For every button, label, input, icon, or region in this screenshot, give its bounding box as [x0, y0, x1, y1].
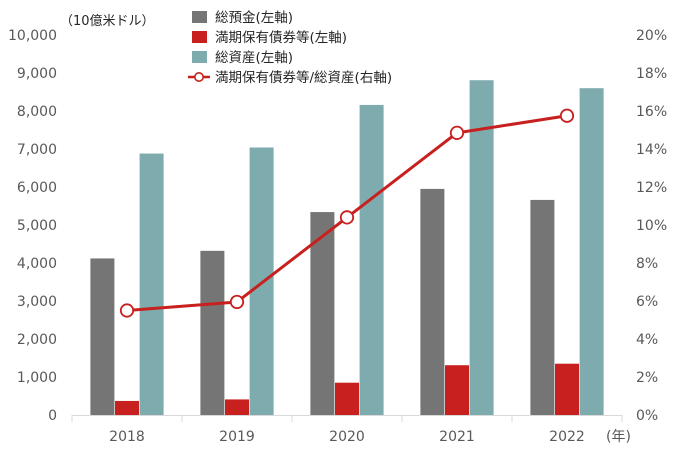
legend-swatch: [192, 11, 207, 23]
bar: [225, 399, 249, 415]
left-axis-unit-label: （10億米ドル）: [60, 13, 155, 29]
right-axis-tick-label: 6%: [636, 294, 658, 310]
legend-label: 満期保有債券等/総資産(右軸): [215, 69, 392, 86]
bar: [90, 258, 115, 415]
x-axis-tick-label: 2020: [329, 429, 365, 445]
left-axis-tick-label: 9,000: [17, 66, 57, 82]
bar: [469, 80, 494, 415]
bar: [359, 104, 384, 416]
bar: [139, 153, 164, 415]
bar: [200, 250, 225, 415]
left-axis-tick-label: 6,000: [17, 180, 57, 196]
line-marker: [559, 108, 575, 123]
line-marker: [229, 294, 245, 310]
right-axis-tick-label: 4%: [636, 332, 658, 348]
right-axis-tick-label: 0%: [636, 408, 658, 424]
left-axis-tick-label: 2,000: [17, 332, 57, 348]
bar: [530, 199, 555, 415]
x-axis-tick-label: 2021: [439, 429, 475, 445]
right-axis-tick-label: 18%: [636, 66, 667, 82]
legend-marker-swatch: [194, 72, 205, 83]
legend-label: 総資産(左軸): [215, 50, 293, 66]
right-axis-tick-label: 20%: [636, 28, 667, 44]
right-axis-tick-label: 12%: [636, 180, 667, 196]
line-marker: [449, 125, 465, 140]
legend-label: 満期保有債券等(左軸): [215, 29, 347, 46]
left-axis-tick-label: 10,000: [8, 28, 57, 44]
right-axis-tick-label: 8%: [636, 256, 658, 272]
left-axis-tick-label: 5,000: [17, 218, 57, 234]
bar: [335, 382, 359, 415]
legend-swatch: [192, 51, 207, 63]
right-axis-tick-label: 2%: [636, 370, 658, 386]
right-axis-tick-label: 10%: [636, 218, 667, 234]
line-marker: [339, 210, 355, 225]
legend-label: 総預金(左軸): [215, 10, 293, 26]
bar: [445, 365, 469, 415]
left-axis-tick-label: 7,000: [17, 142, 57, 158]
x-axis-unit-label: (年): [606, 429, 631, 445]
bar: [555, 363, 579, 415]
legend-swatch: [192, 31, 207, 43]
x-axis-tick-label: 2019: [219, 429, 255, 445]
left-axis-tick-label: 8,000: [17, 104, 57, 120]
bar: [310, 212, 335, 415]
left-axis-tick-label: 3,000: [17, 294, 57, 310]
x-axis-tick-label: 2018: [109, 429, 145, 445]
left-axis-tick-label: 0: [48, 408, 57, 424]
x-axis-tick-label: 2022: [549, 429, 585, 445]
right-axis-tick-label: 14%: [636, 142, 667, 158]
bar: [115, 400, 139, 415]
line-marker: [119, 303, 135, 318]
bar: [420, 188, 445, 415]
left-axis-tick-label: 1,000: [17, 370, 57, 386]
left-axis-tick-label: 4,000: [17, 256, 57, 272]
bar: [579, 88, 604, 415]
right-axis-tick-label: 16%: [636, 104, 667, 120]
